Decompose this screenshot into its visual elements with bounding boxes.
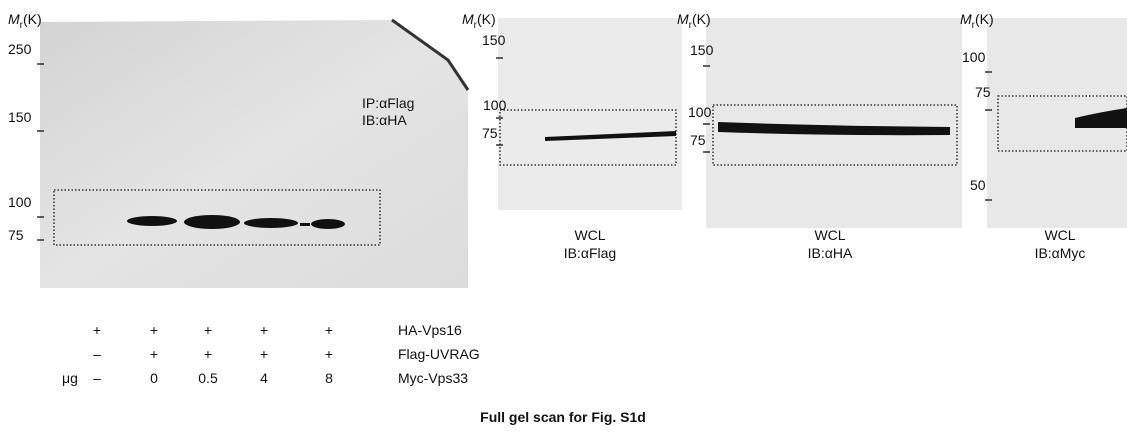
- condition-label: HA-Vps16: [398, 322, 462, 338]
- mr-unit: (K): [477, 11, 496, 27]
- condition-label: Myc-Vps33: [398, 370, 468, 386]
- gel-wcl-flag: [498, 18, 682, 210]
- condition-cell: +: [93, 322, 101, 338]
- blot-label: IP:αFlag: [362, 95, 414, 111]
- condition-cell: +: [204, 322, 212, 338]
- blot-label: IB:αFlag: [564, 245, 616, 261]
- mr-label: Mr(K): [462, 11, 496, 31]
- blot-label: IB:αHA: [362, 112, 407, 128]
- marker-label: 150: [8, 109, 32, 125]
- condition-label: Flag-UVRAG: [398, 346, 480, 362]
- blot-label: WCL: [1044, 227, 1075, 243]
- unit-label: μg: [62, 370, 78, 386]
- blot-label: IB:αHA: [808, 245, 853, 261]
- marker-label: 75: [975, 84, 991, 100]
- blot-label: WCL: [574, 227, 605, 243]
- condition-cell: –: [93, 370, 101, 386]
- band: [300, 223, 310, 226]
- condition-cell: +: [150, 346, 158, 362]
- condition-cell: +: [260, 322, 268, 338]
- marker-label: 150: [482, 32, 506, 48]
- band: [127, 216, 177, 226]
- marker-label: 100: [962, 49, 986, 65]
- marker-label: 50: [970, 177, 986, 193]
- figure: Mr(K)25015010075IP:αFlagIB:αHAMr(K)15010…: [0, 0, 1127, 443]
- marker-label: 100: [8, 194, 32, 210]
- blot-label: IB:αMyc: [1035, 245, 1086, 261]
- condition-cell: 0.5: [198, 370, 218, 386]
- marker-label: 250: [8, 41, 32, 57]
- marker-label: 150: [690, 42, 714, 58]
- band: [244, 218, 298, 228]
- mr-unit: (K): [23, 11, 42, 27]
- band: [184, 215, 240, 229]
- marker-label: 100: [688, 104, 712, 120]
- page: {"panels": [ {"mr": {"symbol": "M", "sub…: [0, 0, 1127, 443]
- mr-label: Mr(K): [8, 11, 42, 31]
- condition-cell: 4: [260, 370, 268, 386]
- mr-symbol: M: [960, 11, 972, 27]
- condition-cell: –: [93, 346, 101, 362]
- condition-cell: +: [204, 346, 212, 362]
- mr-unit: (K): [692, 11, 711, 27]
- condition-cell: +: [150, 322, 158, 338]
- condition-cell: 0: [150, 370, 158, 386]
- marker-label: 75: [482, 125, 498, 141]
- marker-label: 75: [690, 132, 706, 148]
- condition-cell: +: [260, 346, 268, 362]
- mr-symbol: M: [677, 11, 689, 27]
- mr-symbol: M: [462, 11, 474, 27]
- band: [311, 219, 345, 229]
- caption: Full gel scan for Fig. S1d: [480, 409, 646, 425]
- gel-ip: [40, 20, 468, 288]
- blot-label: WCL: [814, 227, 845, 243]
- marker-label: 75: [8, 227, 24, 243]
- marker-label: 100: [483, 97, 507, 113]
- mr-label: Mr(K): [677, 11, 711, 31]
- condition-cell: +: [325, 346, 333, 362]
- mr-symbol: M: [8, 11, 20, 27]
- mr-unit: (K): [975, 11, 994, 27]
- condition-cell: 8: [325, 370, 333, 386]
- condition-cell: +: [325, 322, 333, 338]
